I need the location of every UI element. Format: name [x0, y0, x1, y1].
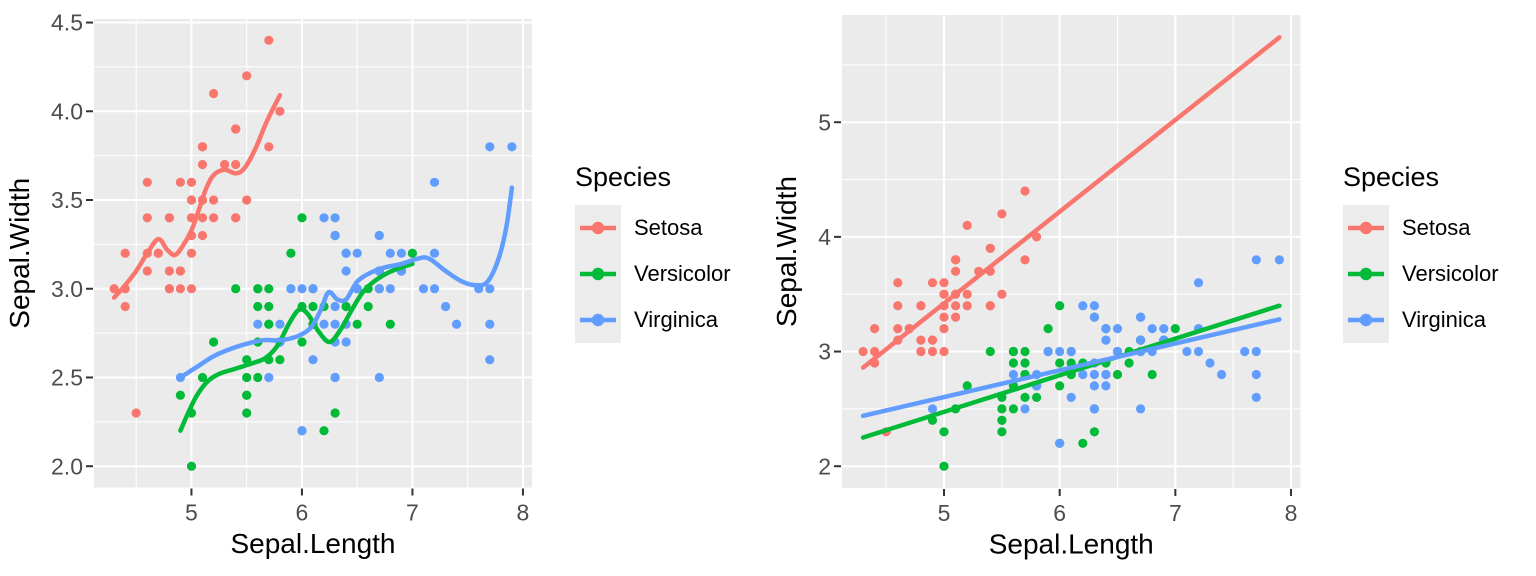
virginica-key-icon [575, 297, 621, 343]
loess-scatter-plot: 5 6 7 8 2.0 2.5 3.0 3.5 4.0 4.5 Sepal.Length Sepal.… [4, 10, 532, 559]
svg-text:3: 3 [818, 339, 831, 365]
svg-text:4.0: 4.0 [51, 98, 83, 124]
y-axis-title: Sepal.Width [4, 178, 35, 329]
x-axis: 5 6 7 8 [938, 489, 1298, 526]
svg-text:4: 4 [818, 224, 831, 250]
legend-item-setosa: Setosa [1343, 205, 1499, 251]
legend-keys: Setosa Versicolor Virg [1343, 205, 1499, 343]
smooth-lm-versicolor [860, 303, 1282, 440]
loess-figure: 5 6 7 8 2.0 2.5 3.0 3.5 4.0 4.5 Sepal.Length Sepal.… [4, 10, 731, 559]
versicolor-key-icon [575, 251, 621, 297]
legend-title: Species [575, 162, 672, 192]
svg-text:2.0: 2.0 [51, 453, 83, 479]
svg-text:7: 7 [1169, 500, 1182, 526]
panel-background [94, 19, 532, 488]
x-axis: 5 6 7 8 [185, 488, 530, 526]
svg-text:5: 5 [818, 109, 831, 135]
species-legend: Species Setosa Versicolo [1343, 163, 1499, 343]
points-setosa [109, 35, 285, 418]
svg-text:3.0: 3.0 [51, 276, 83, 302]
species-legend: Species Setosa Versicolo [575, 163, 731, 343]
svg-text:6: 6 [296, 500, 309, 526]
x-axis-title: Sepal.Length [230, 528, 395, 559]
legend-item-versicolor: Versicolor [575, 251, 731, 297]
setosa-key-icon [1343, 205, 1389, 251]
lm-figure: 5 6 7 8 2 3 4 5 Sepal.Length Sepal.Width Species … [768, 0, 1536, 576]
legend-label-setosa: Setosa [634, 215, 703, 240]
legend-item-virginica: Virginica [575, 297, 731, 343]
smooth-loess-setosa [111, 93, 283, 300]
svg-text:5: 5 [185, 500, 198, 526]
svg-text:4.5: 4.5 [51, 10, 83, 36]
legend-label-versicolor: Versicolor [634, 261, 731, 286]
y-axis: 2.0 2.5 3.0 3.5 4.0 4.5 [51, 10, 93, 479]
legend-item-setosa: Setosa [575, 205, 731, 251]
smooth-lm-virginica [860, 317, 1282, 419]
svg-text:8: 8 [517, 500, 530, 526]
svg-text:2.5: 2.5 [51, 365, 83, 391]
gridlines [842, 15, 1301, 488]
svg-text:7: 7 [406, 500, 419, 526]
y-axis: 2 3 4 5 [818, 109, 841, 479]
svg-text:5: 5 [938, 500, 951, 526]
svg-text:8: 8 [1285, 500, 1298, 526]
y-axis-title: Sepal.Width [771, 176, 802, 327]
setosa-key-icon [575, 205, 621, 251]
legend-item-virginica: Virginica [1343, 297, 1499, 343]
virginica-key-icon [1343, 297, 1389, 343]
lm-scatter-plot: 5 6 7 8 2 3 4 5 Sepal.Length Sepal.Width [771, 15, 1301, 560]
legend-item-versicolor: Versicolor [1343, 251, 1499, 297]
svg-text:2: 2 [818, 453, 831, 479]
legend-label-virginica: Virginica [1402, 307, 1486, 332]
legend-keys: Setosa Versicolor Virg [575, 205, 731, 343]
svg-text:6: 6 [1053, 500, 1066, 526]
legend-title: Species [1343, 162, 1440, 192]
legend-label-virginica: Virginica [634, 307, 718, 332]
x-axis-title: Sepal.Length [989, 529, 1154, 560]
legend-label-versicolor: Versicolor [1402, 261, 1499, 286]
points-virginica [175, 142, 517, 436]
smooth-lm-setosa [860, 35, 1282, 370]
smooth-loess-virginica [178, 185, 515, 380]
smooth-loess-versicolor [178, 261, 415, 433]
versicolor-key-icon [1343, 251, 1389, 297]
svg-text:3.5: 3.5 [51, 187, 83, 213]
panel-background [842, 15, 1301, 488]
legend-label-setosa: Setosa [1402, 215, 1471, 240]
